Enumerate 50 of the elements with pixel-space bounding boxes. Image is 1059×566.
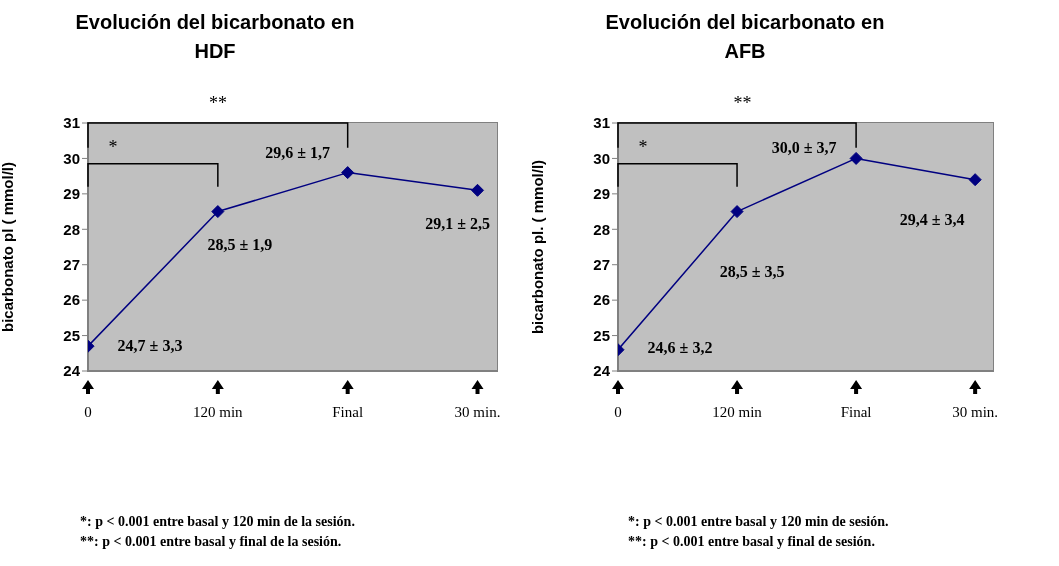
y-tick-label: 24	[593, 362, 611, 380]
y-tick-label: 25	[593, 326, 610, 344]
x-tick-label: 0	[84, 404, 92, 420]
y-axis-title: bicarbonato pl. ( mmol/l)	[529, 159, 547, 335]
x-tick-label: 30 min.	[952, 404, 999, 420]
y-tick-label: 26	[593, 291, 610, 309]
point	[968, 173, 982, 187]
text: **: p < 0.001 entre basal y final de la sesión.	[80, 534, 342, 550]
point	[341, 166, 355, 180]
y-tick-label: 25	[63, 326, 80, 344]
y-axis-title: bicarbonato pl ( mmol/l)	[0, 161, 17, 333]
text: *: p < 0.001 entre basal y 120 min de sesión.	[628, 514, 889, 530]
point	[730, 205, 744, 219]
data-label: 30,0 ± 3,7	[771, 139, 837, 157]
x-tick-label: Final	[332, 404, 364, 420]
y-tick-label: 27	[63, 256, 80, 274]
data-label: 29,1 ± 2,5	[425, 215, 490, 233]
data-label: 24,6 ± 3,2	[647, 338, 713, 356]
data-label: 28,5 ± 3,5	[719, 262, 785, 280]
y-tick-label: 28	[593, 220, 610, 238]
x-tick-label: 30 min.	[454, 404, 501, 420]
chart-title: Evolución del bicarbonato en AFB	[604, 10, 886, 64]
y-tick-label: 30	[593, 149, 610, 167]
y-tick-label: 26	[63, 291, 80, 309]
y-tick-label: 30	[63, 149, 80, 167]
annotation: *	[108, 136, 118, 157]
point	[211, 205, 225, 219]
y-tick-label: 24	[63, 362, 81, 380]
data-label: 24,7 ± 3,3	[117, 337, 183, 355]
y-tick-label: 29	[593, 185, 610, 203]
text: **	[733, 93, 752, 113]
x-tick-label: Final	[840, 404, 872, 420]
x-tick-label: 120 min	[712, 404, 763, 420]
x-tick-label: 120 min	[193, 404, 244, 420]
y-tick-label: 28	[63, 220, 80, 238]
text: *: p < 0.001 entre basal y 120 min de la sesión.	[80, 514, 355, 530]
chart-title: Evolución del bicarbonato en HDF	[74, 10, 356, 64]
y-tick-label: 31	[63, 114, 80, 132]
y-tick-label: 27	[593, 256, 610, 274]
x-tick-label: 0	[614, 404, 622, 420]
data-label: 29,6 ± 1,7	[265, 143, 331, 161]
data-label: 29,4 ± 3,4	[899, 210, 965, 228]
text: **: p < 0.001 entre basal y final de sesión.	[628, 534, 875, 550]
y-tick-label: 31	[593, 114, 610, 132]
text: **	[208, 93, 227, 113]
point	[849, 151, 863, 165]
annotation: *	[638, 136, 648, 157]
data-label: 28,5 ± 1,9	[207, 235, 273, 253]
point	[471, 183, 485, 197]
y-tick-label: 29	[63, 185, 80, 203]
